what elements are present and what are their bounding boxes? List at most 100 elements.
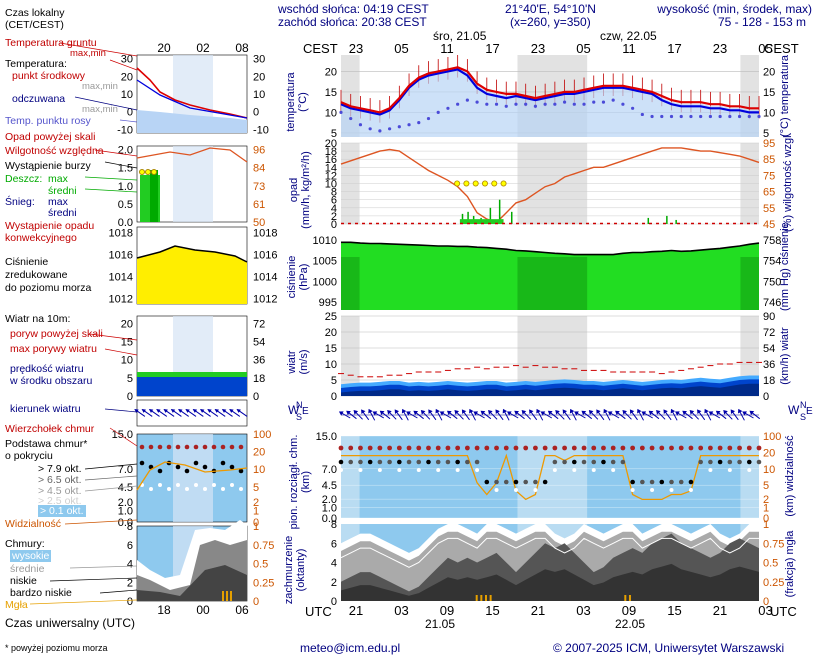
dew-point-dot: [456, 102, 460, 106]
cloud-base-dot: [620, 459, 626, 465]
left-arrow-head: [221, 408, 227, 413]
left-temp-tick-r-3: 20: [253, 71, 265, 83]
wind-arrow-head: [488, 409, 493, 415]
left-arrow-head: [148, 408, 154, 413]
left-wind-arrow-8: [192, 408, 204, 417]
left-cloudbase-dot: [220, 460, 226, 466]
cloud-tick-left-1: 1.0: [322, 502, 337, 514]
dew-point-dot: [747, 114, 751, 119]
wind-arrow-57: [723, 409, 733, 420]
cloud-base-dot-low: [533, 488, 538, 492]
dew-point-dot: [533, 104, 538, 108]
wind-arrow-7: [387, 409, 397, 420]
day1-label: śro, 21.05: [433, 29, 487, 43]
prec-tick-left-5: 10: [325, 179, 337, 191]
cloud-base-dot-low: [669, 488, 674, 492]
cest-hour-8: 23: [713, 41, 727, 56]
wind-arrow-head: [615, 410, 620, 416]
left-rain-max: [150, 170, 158, 222]
wind-arrow-head: [529, 409, 534, 415]
temp-tick-right-2: 15: [763, 87, 775, 99]
cloud-base-dot: [746, 459, 752, 465]
legend-ground-temp: Temperatura gruntu: [5, 37, 97, 49]
cloud-top-dot: [737, 445, 742, 451]
cloud-base-dot-low: [727, 468, 732, 472]
left-panel-dir: [136, 399, 248, 427]
dew-point-dot: [397, 125, 401, 129]
wind-arrow-30: [540, 411, 553, 419]
cloud-top-dot: [542, 445, 548, 451]
wind-arrow-head: [338, 411, 344, 416]
wind-arrow-head: [663, 409, 668, 415]
storm-marker-3: [481, 180, 488, 187]
prec-tick-left-3: 6: [331, 195, 337, 207]
left-temp-tick-4: 30: [121, 54, 133, 66]
wind-arrow-21: [480, 410, 492, 420]
fog-tick-right-4: 1: [763, 519, 769, 531]
dew-point-dot: [368, 127, 372, 131]
wind-arrow-head: [406, 411, 411, 416]
wind-arrow-head: [656, 409, 661, 415]
legend-felt-maxmin: max,min: [82, 104, 118, 115]
legend-connector-6: [84, 176, 138, 181]
wind-arrow-head: [368, 408, 373, 414]
left-hum-tick-0: 50: [253, 217, 265, 229]
legend-humidity: Wilgotność względna: [5, 145, 104, 157]
fog-bar-1: [480, 595, 483, 601]
wind-arrow-head: [588, 409, 594, 415]
cloud-top-dot: [688, 445, 694, 451]
wind-arrow-22: [488, 409, 498, 420]
temp-tick-right-1: 10: [763, 107, 775, 119]
left-pres-tick-3: 1018: [109, 228, 133, 240]
wind-arrow-head: [446, 410, 452, 416]
left-cloud-tick-4: 7.0: [118, 464, 133, 476]
cloud-base-dot-low: [708, 468, 713, 472]
cloud-top-dot: [756, 445, 762, 451]
left-local-hour-2: 08: [235, 41, 249, 55]
cloud-base-dot-low: [339, 468, 343, 472]
cest-hour-4: 23: [531, 41, 545, 56]
legend-connector-0: [59, 42, 138, 57]
cloud-top-dot: [484, 445, 490, 451]
utc-hour-5: 03: [576, 603, 590, 618]
left-wind-tick-4: 20: [121, 318, 133, 330]
dew-point-dot: [572, 102, 576, 106]
left-cloudbase-dot: [157, 468, 163, 474]
utc-hour-8: 21: [713, 603, 727, 618]
cloud-base-dot: [406, 459, 412, 465]
utc-hour-2: 09: [440, 603, 454, 618]
left-pressure-line: [136, 245, 248, 263]
wind-tick-left-3: 15: [325, 343, 337, 355]
cloud-base-dot-low: [513, 488, 518, 492]
wind-arrow-31: [547, 410, 559, 420]
dew-point-dot: [611, 98, 615, 102]
night-band-cloud-2: [740, 436, 759, 518]
cloud-base-dot: [367, 459, 373, 465]
left-cloudtop-dot: [211, 444, 217, 450]
wind-arrow-27: [521, 409, 532, 420]
wind-arrow-head: [742, 411, 747, 416]
left-hum-tick-3: 84: [253, 163, 265, 175]
wind-arrow-head: [428, 409, 433, 415]
legend-connector-9: [104, 348, 138, 356]
legend-connector-14: [84, 485, 138, 492]
dew-point-dot: [669, 114, 674, 119]
left-cloudtop-dot: [220, 444, 226, 450]
left-temp-tick-r-0: -10: [253, 124, 269, 136]
left-cloudtop-dot: [202, 444, 208, 450]
left-cloudbase-dot: [193, 460, 199, 466]
cloud-top-dot: [562, 445, 567, 451]
cloud-base-dot-low: [630, 488, 635, 492]
left-vis-tick-0: 0: [253, 517, 259, 529]
left-temp-tick-2: 10: [121, 89, 133, 101]
footer-email[interactable]: meteo@icm.edu.pl: [300, 641, 401, 655]
cloud-tick-left-5: 15.0: [316, 431, 337, 443]
wind-arrow-head: [629, 409, 635, 415]
mid-temp-line: [340, 66, 759, 114]
wind-arrow-head: [536, 408, 541, 414]
wind-tick-right-5: 90: [763, 311, 775, 323]
dew-point-dot: [426, 116, 431, 121]
left-pres-tick-r-1: 1014: [253, 272, 277, 284]
heights-title: wysokość (min, środek, max): [657, 2, 812, 16]
legend-mid-point: punkt środkowy: [12, 70, 85, 82]
